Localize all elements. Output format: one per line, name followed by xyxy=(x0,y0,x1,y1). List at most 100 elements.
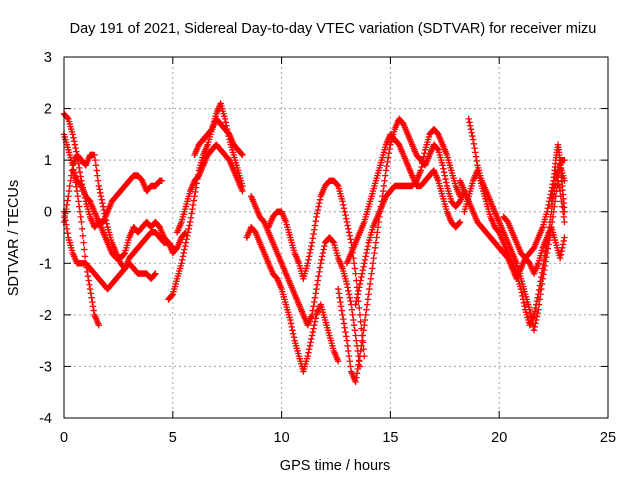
data-point-interp xyxy=(308,242,315,250)
data-point-interp xyxy=(98,196,105,203)
data-point-interp xyxy=(336,294,343,301)
data-point-interp xyxy=(371,249,378,257)
data-point-interp xyxy=(382,172,389,179)
data-point xyxy=(334,358,342,365)
data-point-interp xyxy=(338,307,346,314)
data-point-interp xyxy=(470,140,478,148)
data-point-interp xyxy=(363,306,370,313)
data-point-interp xyxy=(348,306,356,313)
data-point-interp xyxy=(63,225,71,233)
data-point-interp xyxy=(238,150,245,158)
data-point-interp xyxy=(551,203,558,210)
data-point-interp xyxy=(61,212,68,220)
data-point-interp xyxy=(419,160,426,167)
data-point xyxy=(78,218,85,226)
data-point xyxy=(456,218,464,226)
grid-lines xyxy=(64,57,608,418)
data-point-interp xyxy=(66,182,74,190)
data-point-interp xyxy=(290,330,297,337)
data-point-interp xyxy=(311,222,319,229)
data-point-interp xyxy=(353,337,360,344)
data-point-interp xyxy=(472,153,480,160)
data-point-interp xyxy=(70,134,77,141)
data-point-interp xyxy=(185,225,192,233)
data-point-interp xyxy=(340,205,348,212)
data-point xyxy=(313,285,320,293)
data-point-interp xyxy=(67,177,74,184)
data-point-interp xyxy=(190,197,198,204)
data-point-interp xyxy=(362,311,369,319)
data-point-interp xyxy=(321,242,328,250)
data-point-interp xyxy=(63,201,71,209)
data-point-interp xyxy=(345,352,353,360)
data-point-interp xyxy=(305,349,312,356)
data-point-interp xyxy=(78,225,86,233)
data-point-interp xyxy=(81,253,89,260)
series-trace-17 xyxy=(465,115,568,334)
data-point-interp xyxy=(74,193,81,200)
x-tick-label: 5 xyxy=(169,430,177,446)
data-point-interp xyxy=(84,268,91,276)
data-point xyxy=(308,239,316,246)
data-point-interp xyxy=(356,357,363,364)
data-point-interp xyxy=(550,208,557,215)
data-point xyxy=(313,213,320,221)
data-point-interp xyxy=(372,239,380,246)
data-point-interp xyxy=(367,275,375,282)
data-point-interp xyxy=(344,222,351,229)
data-point-interp xyxy=(337,303,345,310)
data-point-interp xyxy=(368,270,375,277)
data-point-interp xyxy=(473,157,480,165)
data-point-interp xyxy=(345,225,352,233)
data-point xyxy=(343,218,351,226)
series-trace-8 xyxy=(191,115,246,159)
data-point-interp xyxy=(353,374,360,381)
data-point-interp xyxy=(70,138,78,145)
data-point-interp xyxy=(306,249,314,257)
data-point-interp xyxy=(370,254,377,262)
axis-ticks: 0 5 10 15 20 25 -4 -3 -2 -1 0 1 2 3 xyxy=(39,50,616,446)
data-point-interp xyxy=(559,244,566,252)
data-point-interp xyxy=(316,196,324,203)
data-point-interp xyxy=(94,177,102,184)
data-point-interp xyxy=(186,222,193,229)
data-point-interp xyxy=(316,264,324,271)
data-point-interp xyxy=(532,320,539,327)
data-point-interp xyxy=(542,258,549,265)
data-point-interp xyxy=(79,232,87,239)
data-point-interp xyxy=(181,246,188,253)
data-point-interp xyxy=(369,265,376,272)
data-point-interp xyxy=(353,297,360,305)
data-points xyxy=(60,100,568,386)
data-point-interp xyxy=(179,253,187,260)
data-point-interp xyxy=(309,328,316,336)
data-point-interp xyxy=(346,294,353,301)
data-point-interp xyxy=(313,281,321,288)
data-point xyxy=(178,260,185,267)
data-point-interp xyxy=(309,307,316,314)
data-point-interp xyxy=(100,206,108,214)
data-point-interp xyxy=(346,232,353,239)
data-point-interp xyxy=(549,213,557,221)
data-point xyxy=(308,332,316,339)
data-point-interp xyxy=(347,297,354,305)
data-point-interp xyxy=(366,285,373,293)
data-point-interp xyxy=(518,289,525,296)
data-point xyxy=(561,218,568,226)
data-point-interp xyxy=(349,311,356,319)
data-point-interp xyxy=(307,246,314,253)
data-point-interp xyxy=(305,253,313,260)
data-point-interp xyxy=(357,277,364,284)
data-point-interp xyxy=(467,126,475,133)
data-point-interp xyxy=(71,141,79,148)
data-point xyxy=(352,301,359,308)
data-point xyxy=(304,260,311,267)
data-point-interp xyxy=(354,365,361,373)
data-point-interp xyxy=(306,342,314,349)
data-point xyxy=(91,151,98,159)
data-point xyxy=(99,203,107,210)
data-point-interp xyxy=(350,260,358,267)
data-point xyxy=(69,131,76,138)
data-point xyxy=(65,193,72,200)
chart-title: Day 191 of 2021, Sidereal Day-to-day VTE… xyxy=(70,21,597,37)
